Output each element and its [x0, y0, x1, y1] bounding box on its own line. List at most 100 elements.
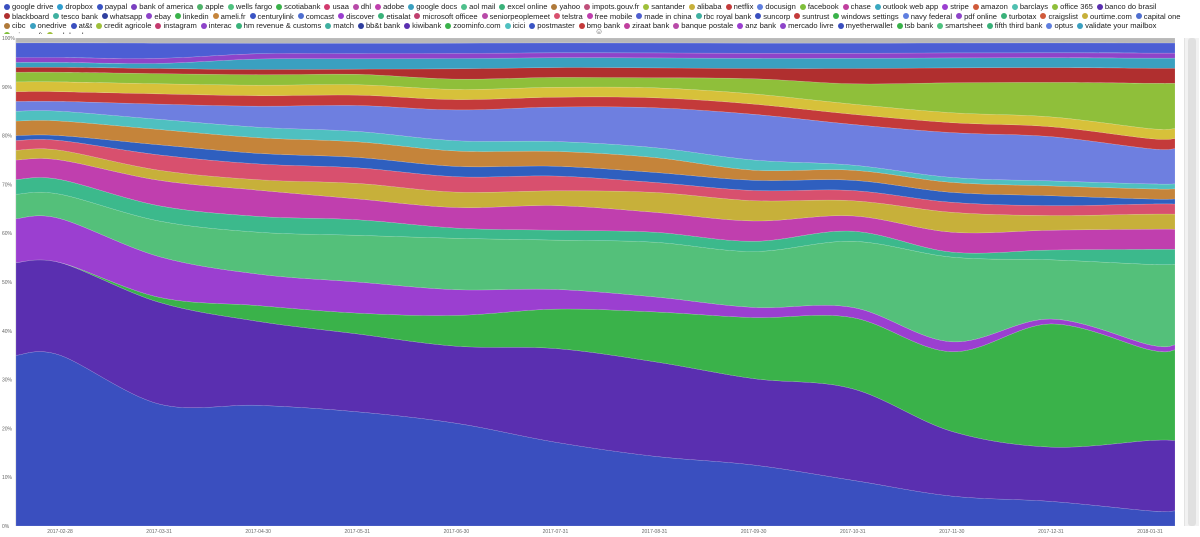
legend-item[interactable]: wells fargo — [227, 2, 272, 12]
legend-item[interactable]: anz bank — [737, 21, 776, 31]
legend-item[interactable]: cibc — [4, 21, 26, 31]
legend-item[interactable]: pdf online — [956, 12, 997, 22]
legend-item[interactable]: telstra — [554, 12, 583, 22]
legend-item[interactable]: ameli.fr — [212, 11, 246, 22]
legend-label: pdf online — [964, 11, 998, 21]
legend-swatch — [1096, 3, 1103, 10]
legend-item[interactable]: yahoo — [551, 2, 580, 12]
legend-label: mercado livre — [788, 21, 834, 31]
legend-item[interactable]: capital one — [1135, 12, 1181, 22]
legend-label: at&t — [78, 21, 93, 31]
legend-item[interactable]: interac — [200, 21, 232, 31]
legend-item[interactable]: dropbox — [57, 2, 93, 12]
legend-item[interactable]: optus — [1046, 21, 1073, 31]
legend-item[interactable]: adobe — [375, 2, 404, 12]
legend-item[interactable]: ourtime.com — [1082, 12, 1132, 22]
legend-item[interactable]: tesco bank — [53, 12, 98, 22]
legend-item[interactable]: hm revenue & customs — [235, 21, 321, 31]
legend-item[interactable]: banco do brasil — [1096, 2, 1156, 12]
legend-item[interactable]: apple — [197, 2, 224, 12]
scrollbar-thumb[interactable] — [1188, 38, 1196, 526]
legend-label: microsoft officee — [422, 11, 478, 21]
legend-item[interactable]: chase — [842, 2, 871, 12]
legend-item[interactable]: microsoft — [4, 31, 43, 34]
legend-item[interactable]: credit agricole — [96, 21, 151, 31]
legend-item[interactable]: barclays — [1011, 2, 1048, 12]
legend-item[interactable]: zoominfo.com — [445, 21, 501, 31]
legend-item[interactable]: paypal — [96, 2, 127, 12]
legend-label: ameli.fr — [220, 11, 246, 21]
legend-item[interactable]: excel online — [499, 2, 547, 12]
legend-item[interactable]: at&t — [70, 21, 93, 31]
legend-item[interactable]: seniorpeoplemeet — [481, 12, 550, 22]
legend-item[interactable]: amazon — [972, 2, 1008, 12]
legend-item[interactable]: tsb bank — [896, 21, 933, 31]
legend-item[interactable]: match — [325, 21, 354, 31]
legend-item[interactable]: blackboard — [4, 12, 49, 22]
legend-swatch — [4, 13, 10, 20]
legend-item[interactable]: outlook web app — [874, 2, 938, 12]
legend-item[interactable]: suntrust — [794, 12, 829, 22]
legend-item[interactable]: myetherwallet — [837, 21, 893, 31]
series-area-usaa[interactable] — [15, 148, 1176, 234]
legend-item[interactable]: free mobile — [586, 12, 632, 22]
y-tick-label: 40% — [2, 329, 13, 335]
legend-item[interactable]: microsoft officee — [414, 11, 478, 22]
legend-item[interactable]: linkedin — [174, 12, 209, 22]
legend-item[interactable]: google drive — [4, 2, 53, 12]
legend-item[interactable]: asb bank — [46, 31, 86, 34]
legend-item[interactable]: comcast — [297, 12, 334, 22]
legend-item[interactable]: fifth third bank — [986, 21, 1042, 31]
legend-item[interactable]: bmo bank — [578, 21, 620, 31]
legend-item[interactable]: stripe — [942, 2, 969, 12]
legend-item[interactable]: bb&t bank — [357, 21, 400, 31]
legend-item[interactable]: usaa — [324, 2, 349, 12]
legend-item[interactable]: mercado livre — [780, 21, 834, 31]
legend-item[interactable]: turbotax — [1001, 12, 1036, 22]
vertical-scrollbar[interactable] — [1184, 38, 1199, 526]
legend-swatch — [404, 22, 411, 29]
legend-item[interactable]: icici — [504, 21, 525, 31]
legend-item[interactable]: facebook — [799, 2, 839, 12]
legend-item[interactable]: dhl — [352, 2, 371, 12]
legend-label: credit agricole — [104, 21, 152, 31]
legend-item[interactable]: postmaster — [529, 21, 575, 31]
legend-item[interactable]: aol mail — [461, 2, 495, 12]
legend-label: alibaba — [697, 2, 722, 11]
legend-item[interactable]: docusign — [757, 2, 796, 12]
legend-item[interactable]: craigslist — [1040, 12, 1078, 22]
legend-item[interactable]: netflix — [725, 2, 753, 12]
legend-item[interactable]: office 365 — [1052, 2, 1093, 12]
legend-item[interactable]: bank of america — [131, 2, 193, 12]
series-area-excel-online[interactable] — [15, 100, 1176, 185]
series-area-dhl[interactable] — [15, 139, 1176, 216]
legend-item[interactable]: rbc royal bank — [695, 12, 751, 22]
legend-item[interactable]: onedrive — [29, 21, 67, 31]
legend-item[interactable]: ebay — [146, 12, 171, 22]
legend-item[interactable]: made in china — [636, 12, 692, 22]
legend-item[interactable]: centurylink — [249, 12, 294, 22]
series-area-chase[interactable] — [15, 37, 1176, 44]
legend-swatch — [70, 22, 77, 29]
legend-item[interactable]: ziraat bank — [624, 21, 669, 31]
legend-item[interactable]: validate your mailbox — [1077, 21, 1156, 31]
legend-item[interactable]: instagram — [155, 21, 197, 31]
legend-item[interactable]: whatsapp — [101, 12, 142, 22]
legend-collapse-icon[interactable]: ☺ — [595, 27, 604, 36]
legend-item[interactable]: discover — [338, 12, 374, 22]
legend-item[interactable]: etisalat — [378, 12, 410, 22]
legend-swatch — [673, 22, 680, 29]
legend-item[interactable]: navy federal — [902, 12, 952, 22]
series-area-google-docs[interactable] — [15, 120, 1176, 200]
series-area-docusign[interactable] — [15, 52, 1176, 64]
legend-item[interactable]: impots.gouv.fr — [584, 2, 639, 12]
legend-item[interactable]: windows settings — [833, 12, 899, 22]
legend-item[interactable]: kiwibank — [404, 21, 441, 31]
legend-item[interactable]: smartsheet — [937, 21, 983, 31]
legend-item[interactable]: google docs — [408, 2, 457, 12]
legend-item[interactable]: banque postale — [673, 21, 733, 31]
legend-item[interactable]: santander — [643, 2, 685, 12]
legend-item[interactable]: scotiabank — [276, 2, 320, 12]
legend-item[interactable]: alibaba — [689, 2, 722, 12]
legend-item[interactable]: suncorp — [755, 12, 790, 22]
